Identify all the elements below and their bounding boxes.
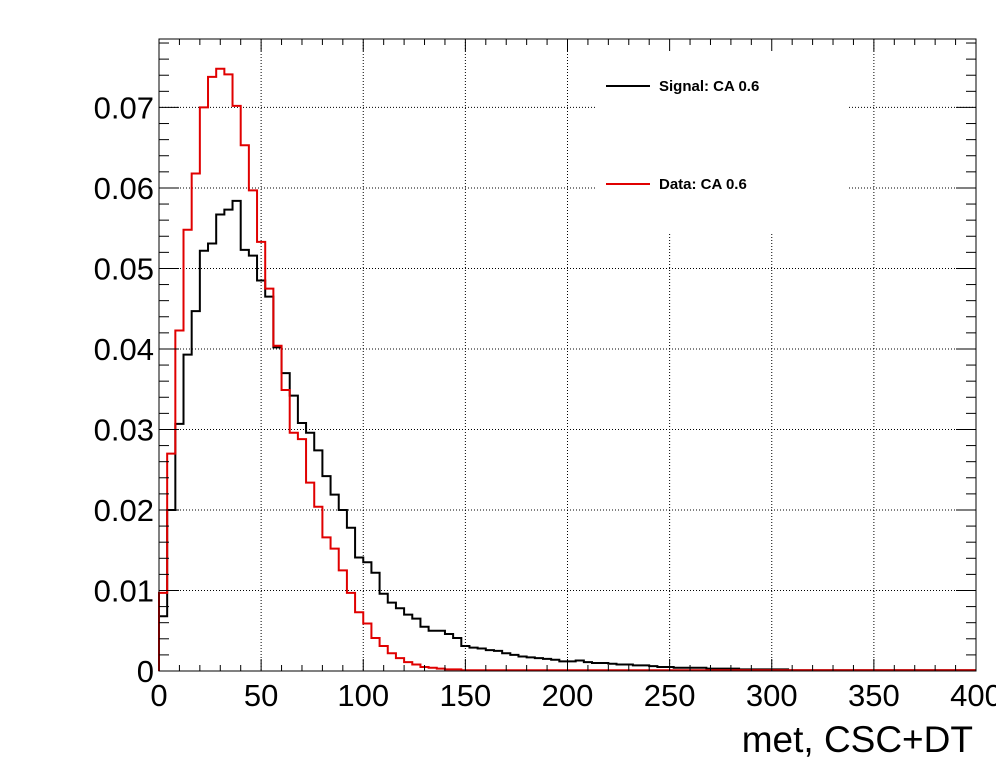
y-tick-label: 0: [137, 654, 154, 689]
x-tick-label: 200: [542, 678, 594, 713]
x-tick-label: 50: [244, 678, 278, 713]
y-tick-label: 0.01: [94, 573, 154, 608]
x-tick-label: 150: [440, 678, 492, 713]
y-tick-label: 0.05: [94, 251, 154, 286]
legend-background: [597, 38, 847, 232]
y-tick-label: 0.02: [94, 493, 154, 528]
x-axis-title: met, CSC+DT: [742, 719, 973, 760]
x-tick-label: 400: [950, 678, 996, 713]
legend-label: Signal: CA 0.6: [659, 78, 759, 95]
legend-box: [597, 38, 847, 232]
series-line-data: [158, 67, 976, 672]
x-tick-label: 100: [337, 678, 389, 713]
x-tick-label: 250: [644, 678, 696, 713]
y-tick-label: 0.03: [94, 412, 154, 447]
x-tick-label: 300: [746, 678, 798, 713]
axis-ticks: [158, 39, 977, 672]
y-tick-label: 0.04: [94, 332, 154, 367]
y-tick-label: 0.06: [94, 171, 154, 206]
x-axis-tick-labels: 0 50 100 150 200 250 300 350 400: [150, 678, 996, 713]
legend-label: Data: CA 0.6: [659, 176, 747, 193]
x-tick-label: 350: [848, 678, 900, 713]
series-lines: [158, 67, 976, 672]
grid-lines: [159, 39, 976, 671]
legend: Signal: CA 0.6 Data: CA 0.6: [606, 78, 759, 193]
y-tick-label: 0.07: [94, 90, 154, 125]
y-axis-tick-labels: 0 0.01 0.02 0.03 0.04 0.05 0.06 0.07: [94, 90, 154, 689]
x-tick-label: 0: [150, 678, 167, 713]
